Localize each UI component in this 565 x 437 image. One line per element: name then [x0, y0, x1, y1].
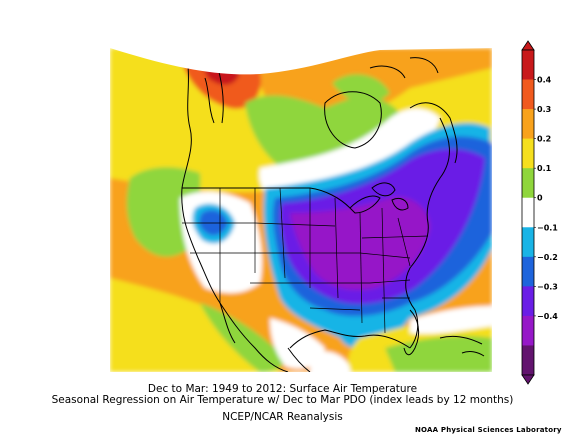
field-green-south: [200, 303, 284, 372]
state-borders: [182, 187, 429, 334]
colorbar: 0.4 0.3 0.2 0.1 0 −0.1 −0.2 −0.3 −0.4: [519, 40, 561, 385]
colorbar-arrow-top: [521, 40, 535, 51]
colorbar-segment: [522, 256, 534, 287]
colorbar-label: −0.3: [537, 282, 558, 291]
colorbar-segment: [522, 138, 534, 169]
field-blue-west: [199, 210, 228, 236]
figure-credit: NOAA Physical Sciences Laboratory: [415, 426, 562, 434]
colorbar-label: −0.4: [537, 312, 558, 321]
regression-map: [110, 48, 492, 372]
colorbar-label: 0.4: [537, 76, 552, 85]
colorbar-segment: [522, 197, 534, 228]
colorbar-label: −0.1: [537, 223, 558, 232]
figure-title: Dec to Mar: 1949 to 2012: Surface Air Te…: [147, 383, 418, 395]
colorbar-label: 0.1: [537, 164, 552, 173]
colorbar-arrow-bottom: [521, 374, 535, 385]
field-white-sw: [310, 351, 350, 372]
map-svg: [110, 48, 492, 372]
field-white-se: [410, 306, 492, 334]
colorbar-segment: [522, 345, 534, 376]
colorbar-segment: [522, 109, 534, 139]
field-green-ne: [332, 74, 390, 104]
colorbar-label: −0.2: [537, 253, 558, 262]
colorbar-svg: 0.4 0.3 0.2 0.1 0 −0.1 −0.2 −0.3 −0.4: [521, 40, 558, 385]
colorbar-label: 0.2: [537, 135, 551, 144]
colorbar-segment: [522, 168, 534, 199]
colorbar-label: 0.3: [537, 105, 551, 114]
colorbar-segment: [522, 315, 534, 346]
colorbar-segment: [522, 50, 534, 80]
colorbar-segment: [522, 286, 534, 317]
figure-source: NCEP/NCAR Reanalysis: [222, 411, 343, 423]
colorbar-segment: [522, 79, 534, 110]
colorbar-segment: [522, 227, 534, 258]
field-purple: [290, 197, 430, 290]
figure-subtitle: Seasonal Regression on Air Temperature w…: [51, 394, 514, 406]
colorbar-label: 0: [537, 194, 543, 203]
coastlines: [181, 57, 485, 372]
